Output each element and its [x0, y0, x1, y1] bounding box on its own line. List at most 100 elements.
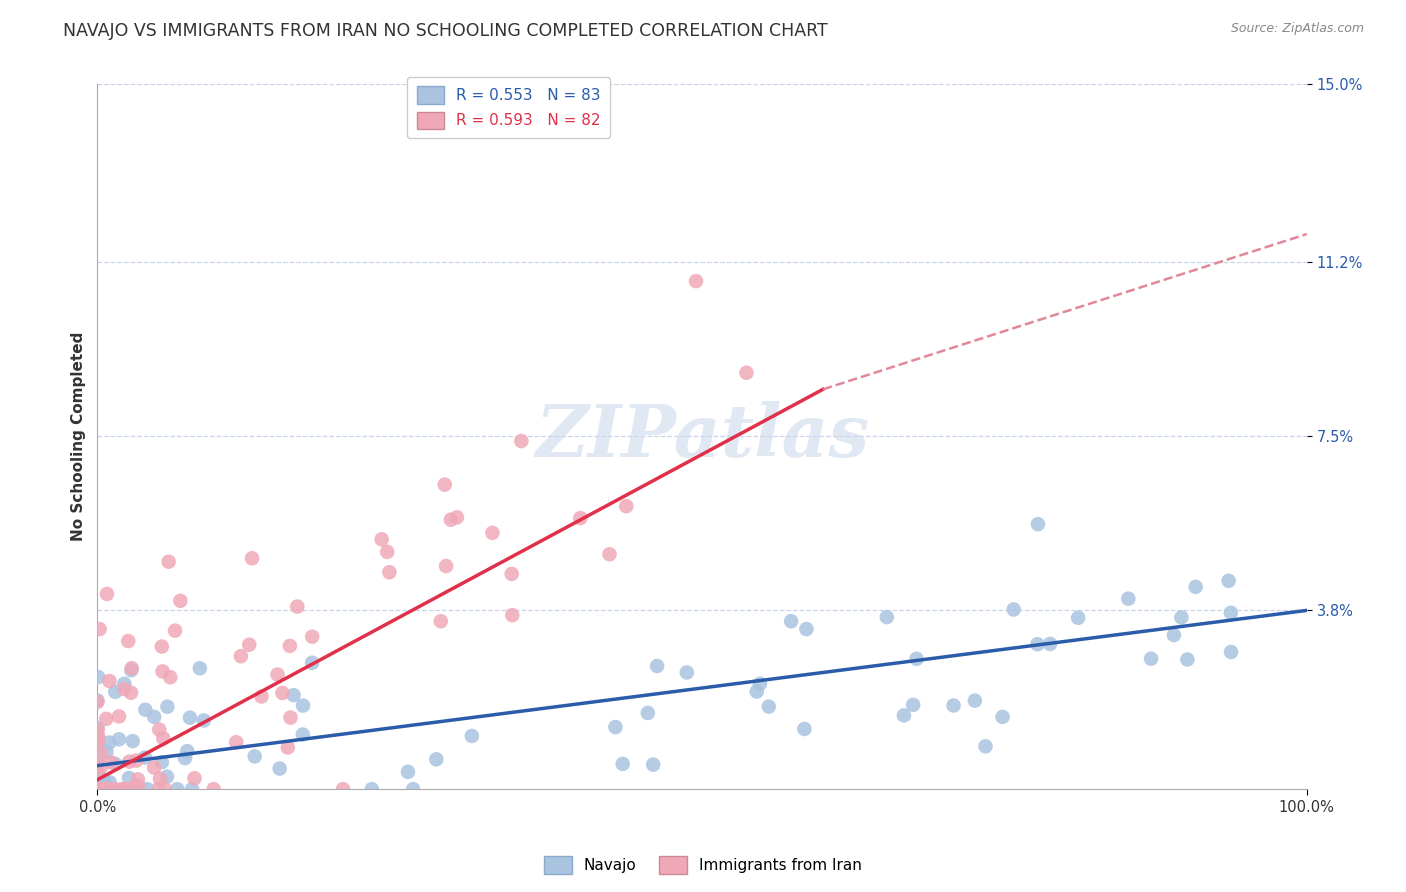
Point — [229, 649, 252, 664]
Point — [425, 752, 447, 766]
Point — [893, 708, 915, 723]
Point — [250, 690, 273, 704]
Point — [434, 559, 457, 574]
Point — [134, 750, 156, 764]
Point — [188, 661, 211, 675]
Point — [614, 499, 637, 513]
Point — [183, 772, 205, 786]
Text: Source: ZipAtlas.com: Source: ZipAtlas.com — [1230, 22, 1364, 36]
Point — [1184, 580, 1206, 594]
Point — [402, 782, 425, 797]
Point — [120, 686, 142, 700]
Point — [152, 731, 174, 746]
Point — [1067, 611, 1090, 625]
Point — [605, 720, 627, 734]
Point — [963, 693, 986, 707]
Point — [278, 639, 301, 653]
Point — [136, 782, 159, 797]
Point — [643, 757, 665, 772]
Point — [87, 782, 110, 797]
Point — [285, 599, 308, 614]
Point — [96, 587, 118, 601]
Point — [87, 733, 110, 747]
Point — [89, 782, 111, 797]
Point — [93, 772, 115, 787]
Point — [89, 782, 111, 797]
Point — [510, 434, 533, 448]
Point — [108, 732, 131, 747]
Point — [202, 782, 225, 797]
Point — [280, 710, 302, 724]
Point — [1140, 651, 1163, 665]
Point — [156, 770, 179, 784]
Point — [1218, 574, 1240, 588]
Point — [1177, 652, 1199, 666]
Point — [796, 622, 818, 636]
Point — [1026, 637, 1049, 651]
Point — [271, 686, 294, 700]
Point — [181, 782, 204, 797]
Point — [396, 764, 419, 779]
Point — [991, 710, 1014, 724]
Point — [134, 703, 156, 717]
Point — [104, 757, 127, 772]
Point — [112, 681, 135, 696]
Point — [501, 566, 523, 581]
Legend: Navajo, Immigrants from Iran: Navajo, Immigrants from Iran — [538, 850, 868, 880]
Point — [103, 782, 125, 797]
Point — [150, 640, 173, 654]
Point — [292, 698, 315, 713]
Point — [676, 665, 699, 680]
Point — [378, 566, 401, 580]
Point — [90, 759, 112, 773]
Point — [876, 610, 898, 624]
Point — [149, 772, 172, 786]
Point — [153, 782, 176, 797]
Point — [148, 723, 170, 737]
Point — [98, 735, 121, 749]
Point — [599, 547, 621, 561]
Point — [176, 744, 198, 758]
Point — [370, 533, 392, 547]
Point — [86, 735, 108, 749]
Point — [291, 727, 314, 741]
Point — [1116, 591, 1139, 606]
Point — [143, 710, 166, 724]
Point — [148, 782, 170, 797]
Y-axis label: No Schooling Completed: No Schooling Completed — [72, 332, 86, 541]
Point — [117, 634, 139, 648]
Point — [110, 782, 132, 797]
Point — [735, 366, 758, 380]
Point — [96, 782, 118, 797]
Point — [94, 782, 117, 797]
Point — [86, 695, 108, 709]
Point — [901, 698, 924, 712]
Point — [266, 667, 288, 681]
Point — [86, 723, 108, 737]
Point — [90, 747, 112, 761]
Point — [685, 274, 707, 288]
Point — [780, 614, 803, 628]
Point — [125, 754, 148, 768]
Point — [124, 782, 146, 797]
Point — [118, 782, 141, 797]
Point — [501, 608, 523, 623]
Point — [277, 740, 299, 755]
Point — [1170, 610, 1192, 624]
Point — [1039, 637, 1062, 651]
Point — [100, 782, 122, 797]
Point — [112, 782, 135, 797]
Point — [1026, 517, 1049, 532]
Point — [122, 782, 145, 797]
Point — [112, 677, 135, 691]
Point — [98, 782, 121, 797]
Point — [169, 594, 191, 608]
Point — [115, 782, 138, 797]
Point — [87, 782, 110, 797]
Point — [127, 772, 149, 787]
Point — [108, 709, 131, 723]
Point — [758, 699, 780, 714]
Point — [1220, 645, 1243, 659]
Point — [89, 782, 111, 797]
Point — [86, 737, 108, 751]
